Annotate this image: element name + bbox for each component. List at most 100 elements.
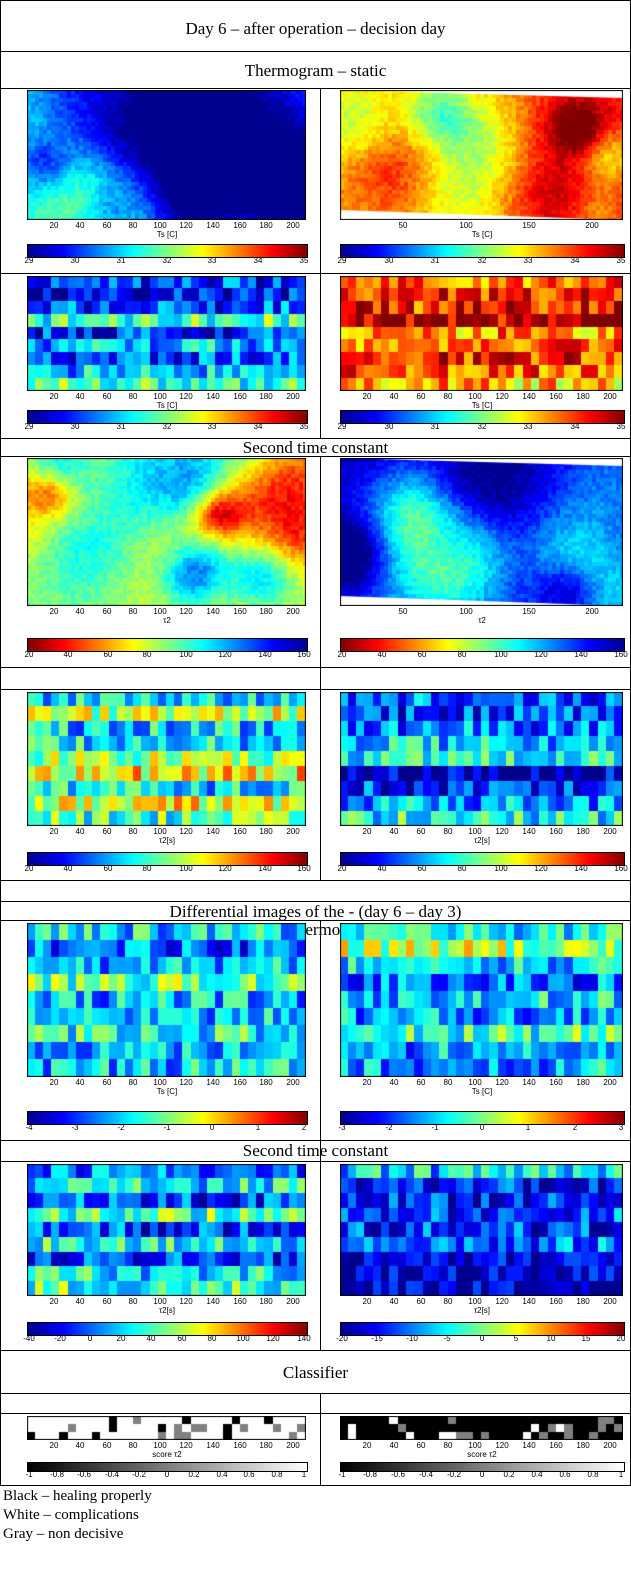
- tick-label: 60: [102, 1441, 112, 1450]
- axis-label: τ2: [163, 616, 171, 625]
- tick-label: -1: [25, 1470, 33, 1479]
- tick-label: 140: [522, 1441, 536, 1450]
- divider: [0, 1350, 631, 1351]
- tick-label: 0: [87, 1334, 93, 1343]
- tick-label: 80: [128, 1441, 138, 1450]
- tick-label: 60: [416, 827, 426, 836]
- axis-label: Ts [C]: [156, 401, 178, 410]
- static-block-map-left: 20 40 60 80 100 120 140 160 180 200 Ts [C] 29 30 31 32…: [25, 276, 308, 436]
- tick-label: 34: [253, 256, 263, 265]
- axis-label: Ts [C]: [156, 230, 178, 239]
- tick-label: 60: [417, 864, 427, 873]
- tick-label: 180: [259, 1297, 273, 1306]
- tick-label: 60: [103, 864, 113, 873]
- section-header-thermogram-static: Thermogram – static: [244, 61, 387, 80]
- tick-label: -3: [338, 1123, 346, 1132]
- colorbar: [340, 1111, 625, 1125]
- tick-label: 180: [259, 827, 273, 836]
- tick-label: 40: [75, 1297, 85, 1306]
- tick-label: 100: [153, 392, 167, 401]
- tick-label: 160: [233, 1441, 247, 1450]
- static-thermogram-right: 50 100 150 200 Ts [C] 29 30 31 32 33 34 35: [338, 90, 625, 270]
- tick-label: 120: [179, 1297, 193, 1306]
- tick-label: 120: [179, 1441, 193, 1450]
- tick-label: -10: [406, 1334, 418, 1343]
- tick-label: 31: [430, 256, 440, 265]
- tick-label: 180: [576, 1297, 590, 1306]
- axis-label: Ts [C]: [471, 230, 493, 239]
- tick-label: 31: [116, 422, 126, 431]
- tick-label: -0.8: [50, 1470, 64, 1479]
- tick-label: 32: [477, 422, 487, 431]
- tick-label: 180: [576, 1441, 590, 1450]
- tick-label: 60: [102, 221, 112, 230]
- static-thermogram-left: 20 40 60 80 100 120 140 160 180 200 Ts [C] 29 30 31 32…: [24, 90, 309, 270]
- colorbar: [27, 410, 308, 424]
- tick-label: 40: [63, 650, 73, 659]
- tick-label: 200: [585, 607, 599, 616]
- axis-label: Ts [C]: [471, 1087, 493, 1096]
- tick-label: 200: [603, 827, 617, 836]
- tick-label: 120: [218, 864, 232, 873]
- time-constant-map-right: 50 100 150 200 τ2 20 40 60 80 100 120 140 160: [338, 458, 628, 664]
- tick-label: 29: [24, 256, 34, 265]
- tick-label: 20: [337, 864, 347, 873]
- tick-label: 100: [236, 1334, 250, 1343]
- tick-label: 20: [362, 1297, 372, 1306]
- column-divider: [320, 88, 321, 438]
- tick-label: 120: [179, 827, 193, 836]
- tick-label: 60: [416, 392, 426, 401]
- tick-label: 160: [549, 827, 563, 836]
- tick-label: 60: [102, 607, 112, 616]
- time-constant-map-left: 20 40 60 80 100 120 140 160 180 200 τ2 20 40 60 80 100 1…: [25, 458, 311, 664]
- tick-label: 100: [153, 607, 167, 616]
- tick-label: -20: [336, 1334, 348, 1343]
- tick-label: 160: [549, 392, 563, 401]
- colorbar: [27, 244, 308, 258]
- tick-label: 80: [142, 864, 152, 873]
- tick-label: 140: [206, 392, 220, 401]
- tick-label: 180: [259, 1441, 273, 1450]
- tick-label: 0.2: [503, 1470, 515, 1479]
- tick-label: 120: [179, 607, 193, 616]
- tick-label: 20: [49, 1441, 59, 1450]
- heatmap-image: [27, 1164, 306, 1296]
- tick-label: 0.4: [531, 1470, 543, 1479]
- tick-label: 50: [398, 221, 408, 230]
- tick-label: 80: [128, 1078, 138, 1087]
- tick-label: 20: [362, 1078, 372, 1087]
- tick-label: 20: [616, 1334, 626, 1343]
- tick-label: -0.4: [419, 1470, 433, 1479]
- tick-label: 5: [513, 1334, 519, 1343]
- tick-label: 160: [614, 864, 628, 873]
- tick-label: 20: [362, 827, 372, 836]
- section-header-differential: Differential images of the - (day 6 – da…: [169, 902, 462, 921]
- tick-label: 120: [495, 1441, 509, 1450]
- tick-label: 10: [546, 1334, 556, 1343]
- tick-label: 80: [443, 1441, 453, 1450]
- heatmap-image: [27, 923, 306, 1077]
- tick-label: 80: [443, 392, 453, 401]
- tick-label: 31: [116, 256, 126, 265]
- colorbar: [340, 410, 625, 424]
- tick-label: 80: [457, 650, 467, 659]
- colorbar: [340, 852, 625, 866]
- tick-label: 160: [233, 1297, 247, 1306]
- heatmap-image: [27, 90, 306, 220]
- heatmap-image: [340, 692, 623, 826]
- tick-label: 100: [153, 221, 167, 230]
- tick-label: 180: [576, 1078, 590, 1087]
- axis-label: τ2: [478, 616, 486, 625]
- tick-label: 20: [24, 864, 34, 873]
- tick-label: -2: [385, 1123, 393, 1132]
- tick-label: 0: [479, 1123, 485, 1132]
- tick-label: 34: [570, 256, 580, 265]
- tick-label: 33: [523, 422, 533, 431]
- tick-label: 120: [495, 1078, 509, 1087]
- tick-label: 0: [209, 1123, 215, 1132]
- time-constant-block-left: 20 40 60 80 100 120 140 160 180 200 τ2[s] 20 40 60 80 1…: [24, 692, 311, 878]
- tick-label: -1: [338, 1470, 346, 1479]
- tick-label: 80: [457, 864, 467, 873]
- tick-label: 35: [299, 256, 309, 265]
- tick-label: 40: [389, 1441, 399, 1450]
